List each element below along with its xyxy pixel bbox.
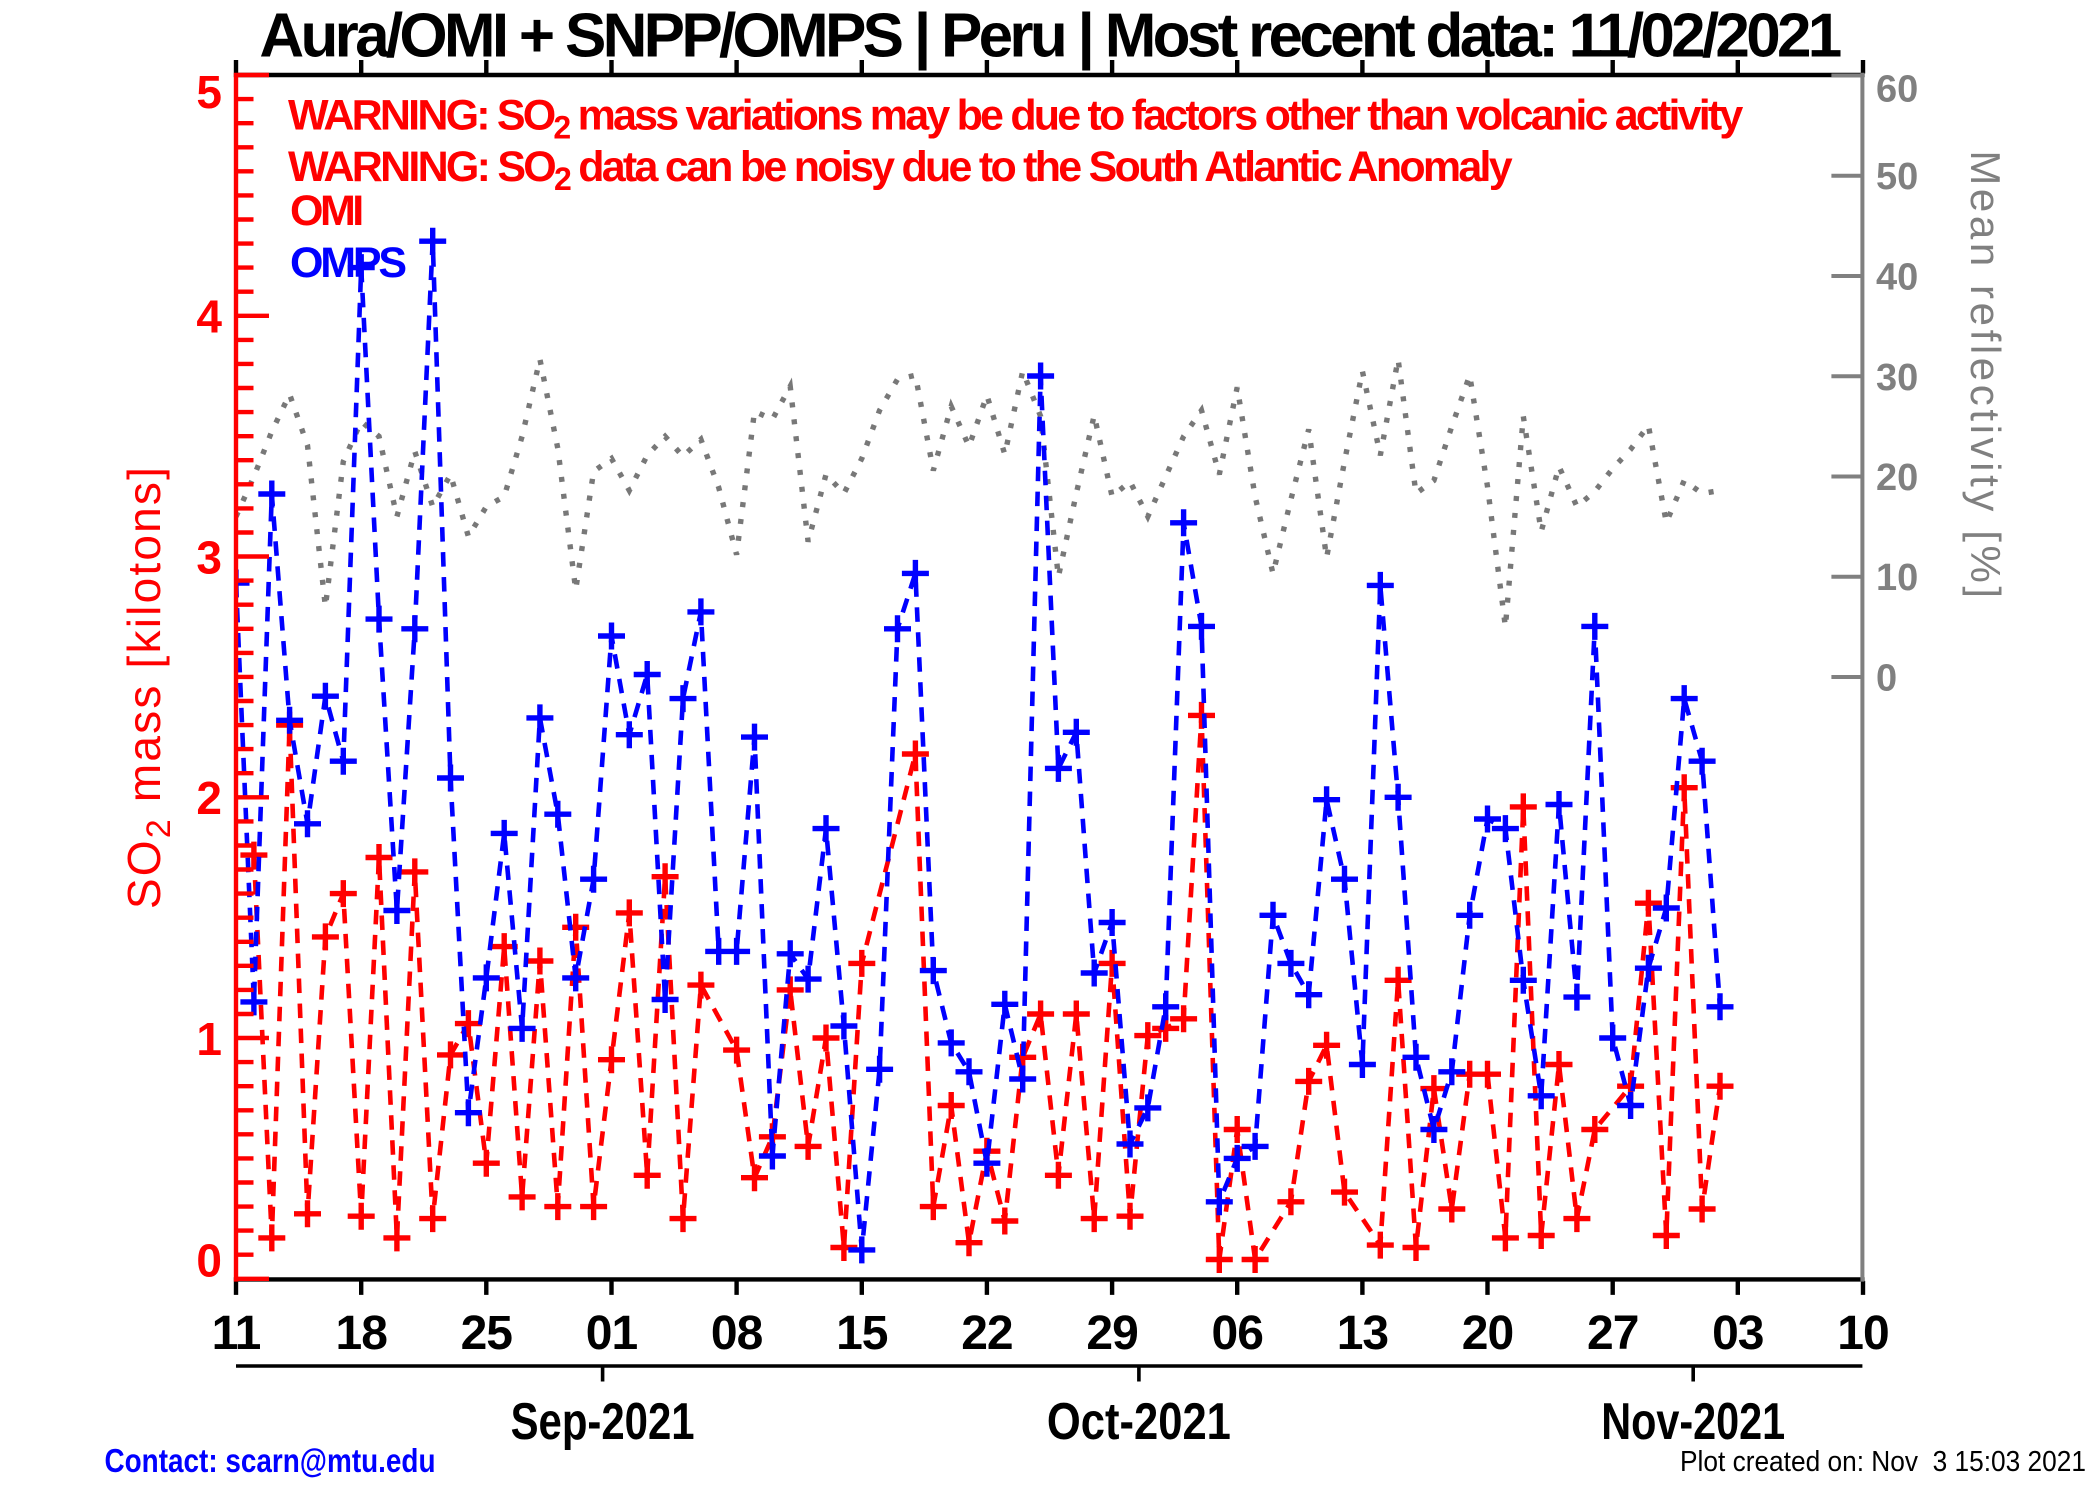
svg-text:Oct-2021: Oct-2021 [1047, 1393, 1231, 1451]
svg-text:WARNING: SO2 data can be noisy: WARNING: SO2 data can be noisy due to th… [288, 143, 1513, 197]
svg-text:Mean reflectivity [%]: Mean reflectivity [%] [1962, 150, 2009, 601]
svg-text:03: 03 [1712, 1307, 1763, 1360]
svg-text:20: 20 [1462, 1307, 1513, 1360]
svg-text:11: 11 [212, 1307, 261, 1360]
svg-text:Aura/OMI + SNPP/OMPS | Peru |: Aura/OMI + SNPP/OMPS | Peru | Most recen… [259, 2, 1840, 72]
svg-text:Plot created on: Nov 3 15:03: Plot created on: Nov 3 15:03 2021 [1680, 1446, 2086, 1478]
svg-text:30: 30 [1876, 357, 1918, 399]
svg-text:60: 60 [1876, 69, 1918, 111]
svg-text:SO2 mass [kilotons]: SO2 mass [kilotons] [118, 465, 178, 909]
svg-text:06: 06 [1212, 1307, 1263, 1360]
svg-text:0: 0 [1876, 658, 1897, 700]
svg-text:40: 40 [1876, 257, 1918, 299]
svg-text:10: 10 [1837, 1307, 1888, 1360]
svg-text:15: 15 [836, 1307, 888, 1360]
svg-text:3: 3 [196, 531, 222, 583]
svg-text:5: 5 [196, 66, 222, 118]
svg-text:10: 10 [1876, 557, 1918, 599]
svg-text:Contact: scarn@mtu.edu: Contact: scarn@mtu.edu [105, 1442, 436, 1479]
svg-text:25: 25 [461, 1307, 513, 1360]
svg-text:2: 2 [196, 772, 222, 824]
svg-text:0: 0 [196, 1234, 222, 1286]
svg-text:Sep-2021: Sep-2021 [511, 1393, 695, 1451]
svg-text:01: 01 [586, 1307, 638, 1360]
svg-text:27: 27 [1587, 1307, 1638, 1360]
svg-text:22: 22 [961, 1307, 1012, 1360]
svg-text:WARNING: SO2 mass variations m: WARNING: SO2 mass variations may be due … [288, 92, 1743, 146]
svg-text:13: 13 [1337, 1307, 1388, 1360]
svg-text:OMI: OMI [290, 187, 362, 235]
svg-text:18: 18 [336, 1307, 388, 1360]
svg-text:1: 1 [196, 1013, 222, 1065]
svg-text:Nov-2021: Nov-2021 [1601, 1393, 1785, 1451]
svg-text:OMPS: OMPS [290, 239, 405, 287]
svg-text:08: 08 [711, 1307, 763, 1360]
svg-text:50: 50 [1876, 156, 1918, 198]
svg-text:4: 4 [196, 291, 222, 343]
svg-text:29: 29 [1086, 1307, 1137, 1360]
svg-text:20: 20 [1876, 457, 1918, 499]
